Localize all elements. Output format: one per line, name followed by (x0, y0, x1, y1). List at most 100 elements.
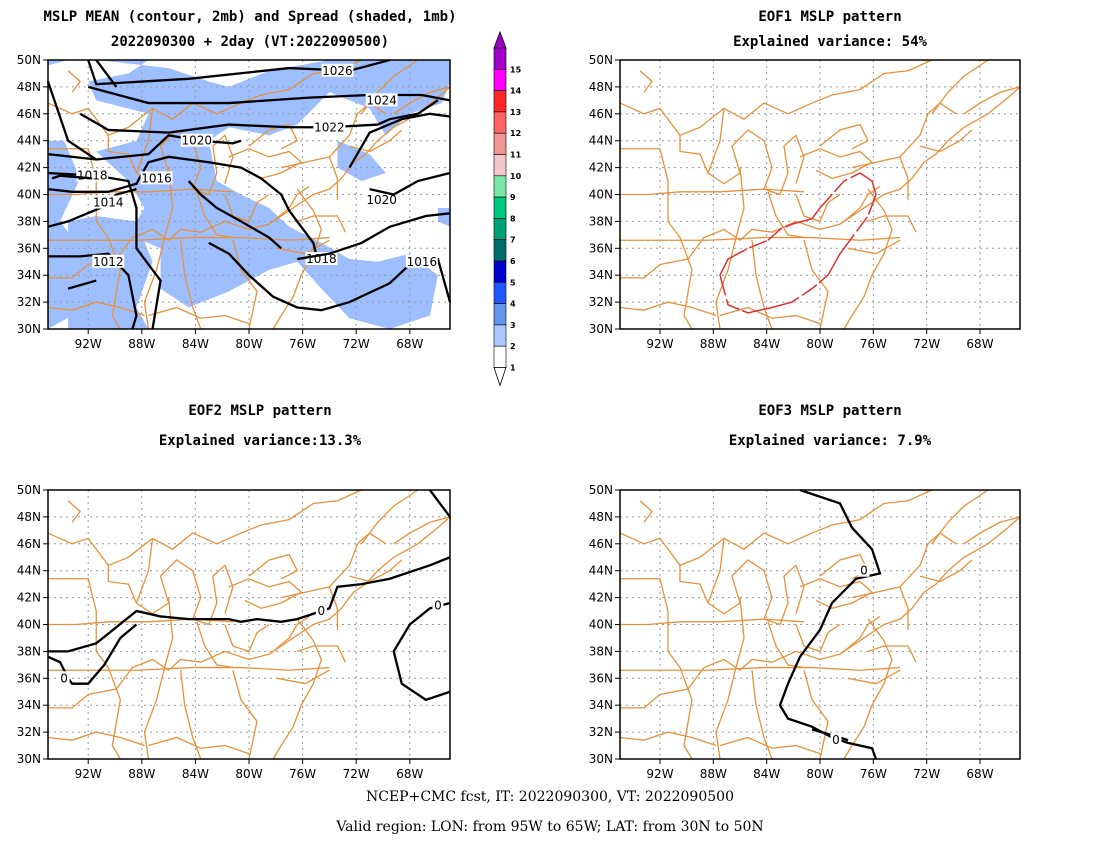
x-tick-label: 92W (646, 337, 673, 351)
map-boundary (620, 148, 693, 330)
footer-valid-region: Valid region: LON: from 95W to 65W; LAT:… (336, 819, 764, 835)
map-boundary (67, 500, 82, 523)
map-boundary (393, 86, 451, 115)
map-boundary (847, 669, 901, 685)
x-tick-label: 92W (646, 767, 673, 781)
map-boundary (297, 645, 347, 663)
map-boundary (107, 135, 138, 174)
x-tick-label: 88W (128, 767, 155, 781)
y-tick-label: 48N (17, 510, 41, 524)
contour-label-bg (92, 254, 125, 268)
map-boundary (715, 167, 745, 330)
colorbar-swatch (493, 111, 507, 134)
x-tick-label: 88W (128, 337, 155, 351)
map-boundary (620, 618, 805, 626)
colorbar-swatch (493, 175, 507, 198)
map-boundary (707, 108, 805, 196)
map-boundary (767, 191, 805, 239)
map-boundary (272, 185, 310, 222)
map-boundary (619, 59, 933, 137)
x-tick-label: 76W (289, 337, 316, 351)
contour-label: 1020 (181, 134, 212, 148)
y-tick-label: 30N (589, 752, 613, 766)
y-tick-label: 30N (17, 752, 41, 766)
colorbar-swatch (493, 239, 507, 262)
panel1-title: MSLP MEAN (contour, 2mb) and Spread (sha… (43, 9, 457, 25)
x-tick-label: 84W (753, 767, 780, 781)
map-boundary (48, 578, 122, 760)
panel4-title: EOF3 MSLP pattern (758, 403, 902, 419)
map-boundary (328, 532, 387, 588)
map-boundary (47, 489, 362, 567)
map-boundary (196, 621, 234, 669)
map-boundary (851, 586, 909, 630)
colorbar-label: 5 (510, 278, 516, 287)
map-boundary (751, 670, 773, 760)
contour-line (79, 99, 439, 134)
y-tick-label: 38N (589, 214, 613, 228)
spread-shading (48, 60, 450, 329)
colorbar-swatch (493, 69, 507, 91)
spread-shading (337, 140, 386, 182)
map-boundary (799, 578, 874, 610)
contour-label-bg (830, 733, 842, 747)
map-boundary (281, 156, 339, 200)
map-boundary (620, 236, 901, 241)
y-tick-label: 42N (589, 591, 613, 605)
map-boundary (751, 240, 773, 330)
map-boundary (899, 102, 957, 158)
y-tick-label: 34N (17, 698, 41, 712)
map-boundary (361, 489, 419, 545)
colorbar-swatch (493, 90, 507, 113)
contour-line (187, 180, 282, 250)
y-tick-label: 46N (589, 107, 613, 121)
contour-line (811, 728, 849, 742)
y-tick-label: 46N (17, 537, 41, 551)
y-tick-label: 36N (589, 671, 613, 685)
contour-line (87, 85, 451, 105)
y-tick-label: 34N (589, 698, 613, 712)
colorbar-label: 14 (510, 87, 522, 96)
map-boundary (620, 516, 1021, 709)
colorbar-label: 4 (510, 300, 516, 309)
contour-line (67, 279, 97, 290)
contour-label: 0 (318, 604, 326, 618)
y-tick-label: 38N (589, 644, 613, 658)
contour-label: 1026 (322, 64, 353, 78)
y-tick-label: 48N (589, 510, 613, 524)
map-boundary (143, 597, 174, 760)
y-tick-label: 32N (589, 295, 613, 309)
map-boundary (919, 129, 973, 153)
map-boundary (196, 191, 234, 239)
x-tick-label: 84W (182, 767, 209, 781)
map-boundary (107, 565, 138, 604)
colorbar-label: 6 (510, 257, 516, 266)
panel1-subtitle: 2022090300 + 2day (VT:2022090500) (110, 34, 390, 50)
y-tick-label: 50N (17, 483, 41, 497)
map-boundary (719, 736, 821, 755)
contour-line (297, 212, 451, 261)
colorbar-label: 8 (510, 214, 516, 223)
map-boundary (47, 731, 145, 747)
x-tick-label: 72W (343, 767, 370, 781)
map-boundary (715, 597, 745, 760)
map-boundary (47, 301, 145, 317)
spread-shading (68, 216, 153, 329)
map-boundary (232, 670, 258, 760)
panel-1: 92W 88W 84W 80W 76W 72W 68W 30N 32N 34N 36N 38N 40N 4… (17, 53, 452, 351)
map-boundary (224, 193, 270, 223)
contour-line (87, 58, 390, 86)
y-tick-label: 36N (589, 241, 613, 255)
map-boundary (135, 538, 234, 626)
map-boundary (679, 135, 709, 174)
contour-line (48, 556, 451, 653)
map-boundary (48, 666, 330, 671)
y-tick-label: 48N (589, 80, 613, 94)
panel-3: 92W 88W 84W 80W 76W 72W 68W 30N 32N 34N 36N 38N 40N 4… (17, 483, 451, 781)
y-tick-label: 40N (589, 188, 613, 202)
panel-4: 92W 88W 84W 80W 76W 72W 68W 30N 32N 34N 36N 38N 40N 4… (589, 483, 1021, 781)
map-boundary (349, 129, 403, 153)
y-tick-label: 32N (17, 295, 41, 309)
map-boundary (867, 645, 917, 663)
contour-label-bg (365, 93, 398, 107)
